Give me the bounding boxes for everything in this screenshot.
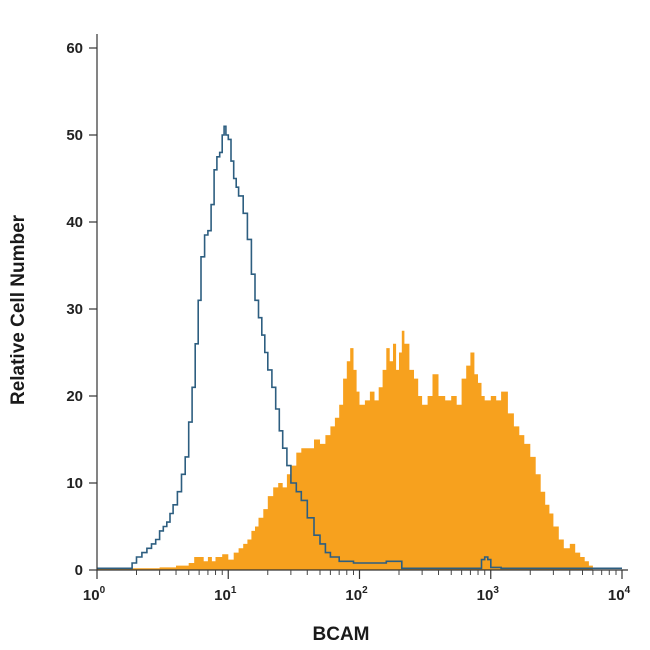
y-tick-label: 30 [66,301,83,318]
y-ticks: 0 10 20 30 40 50 60 [66,40,97,579]
x-tick-label: 102 [345,585,368,604]
x-ticks: 100 101 102 103 104 [83,570,631,604]
y-axis-title: Relative Cell Number [8,214,29,405]
y-tick-label: 50 [66,127,83,144]
y-tick-label: 10 [66,475,83,492]
y-tick-label: 40 [66,214,83,231]
y-tick-label: 20 [66,388,83,405]
x-axis-title: BCAM [313,624,370,645]
axes-layer [96,34,628,571]
x-tick-label: 104 [608,585,631,604]
histogram-filled-series [97,330,593,570]
x-tick-label: 101 [214,585,237,604]
y-tick-label: 0 [75,562,83,579]
histogram-outline-series [97,125,622,570]
y-tick-label: 60 [66,40,83,57]
x-tick-label: 103 [477,585,500,604]
series-layer [97,125,622,570]
x-tick-label: 100 [83,585,106,604]
